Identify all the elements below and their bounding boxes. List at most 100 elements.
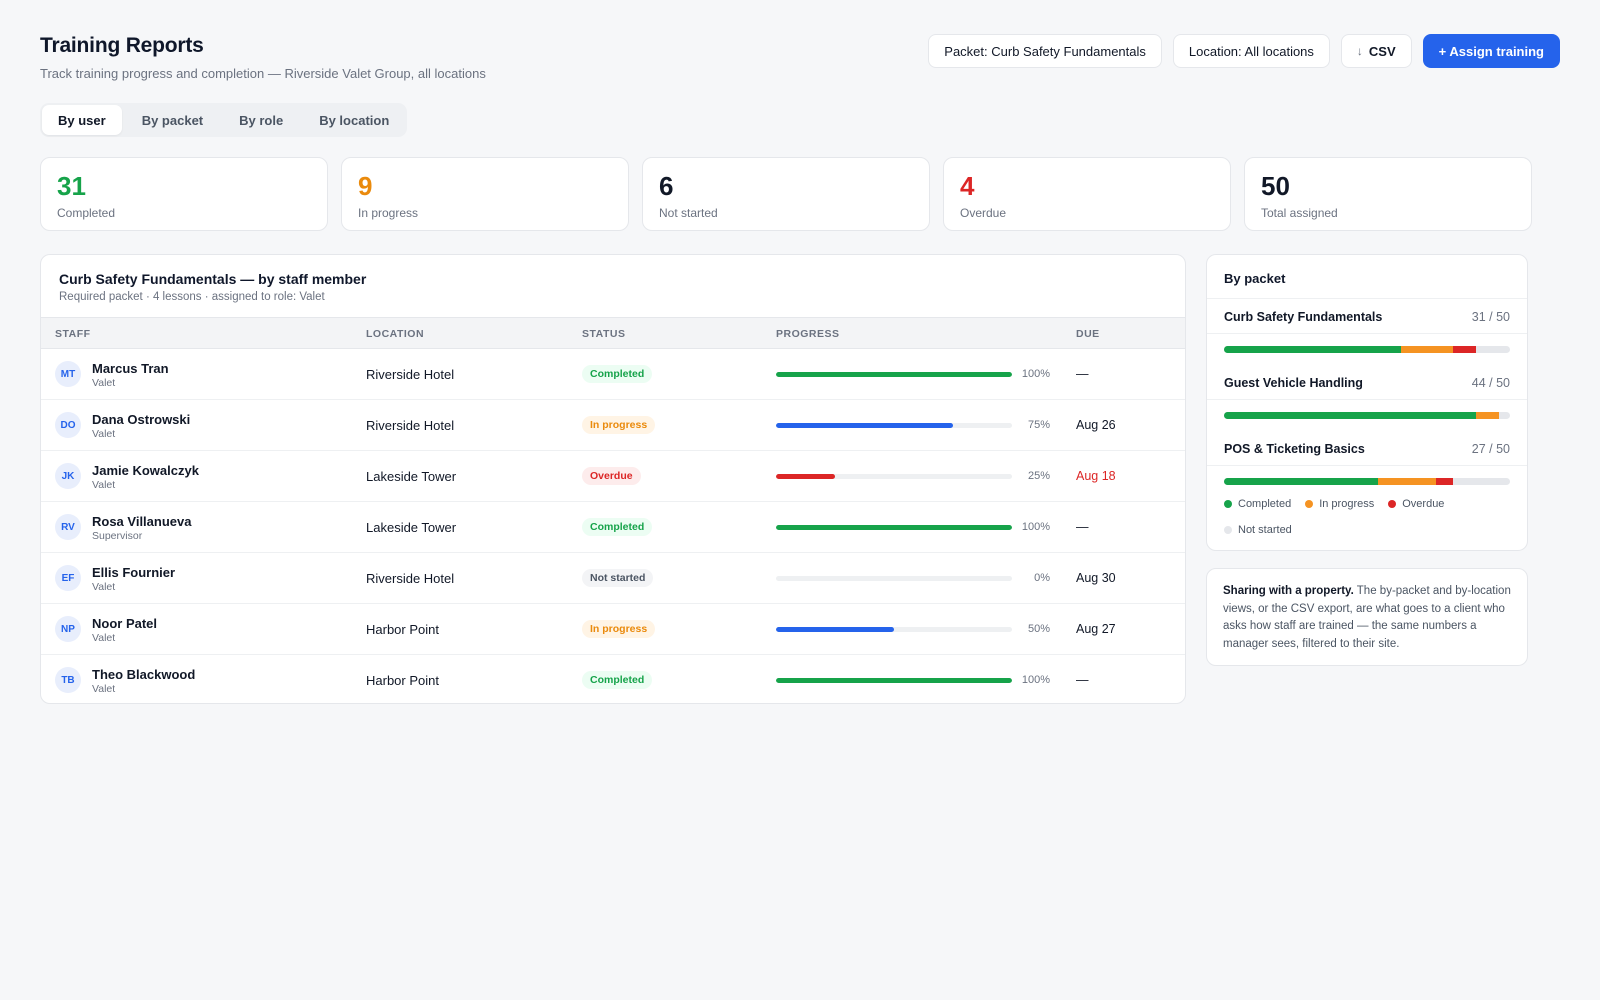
segment-in-progress xyxy=(1475,412,1499,419)
table-row[interactable]: EF Ellis Fournier Valet Riverside Hotel Not … xyxy=(41,553,1185,604)
table-row[interactable]: JK Jamie Kowalczyk Valet Lakeside Tower Over… xyxy=(41,451,1185,502)
packet-filter-label: Packet: Curb Safety Fundamentals xyxy=(944,43,1146,59)
segment-in-progress xyxy=(1401,346,1453,353)
due-date: Aug 27 xyxy=(1076,622,1116,636)
table-row[interactable]: RV Rosa Villanueva Supervisor Lakeside Towe… xyxy=(41,502,1185,553)
packet-row[interactable]: Guest Vehicle Handling 44 / 50 xyxy=(1207,365,1527,431)
column-header-location[interactable]: LOCATION xyxy=(366,328,425,340)
status-badge: Completed xyxy=(582,365,653,383)
table-subtitle: Required packet · 4 lessons · assigned t… xyxy=(59,291,325,303)
due-date: Aug 30 xyxy=(1076,571,1116,585)
tab-by-location[interactable]: By location xyxy=(319,112,390,128)
legend-dot xyxy=(1224,500,1232,508)
staff-name[interactable]: Noor Patel xyxy=(92,616,158,631)
table-row[interactable]: MT Marcus Tran Valet Riverside Hotel Complet… xyxy=(41,349,1185,400)
packet-row[interactable]: Curb Safety Fundamentals 31 / 50 xyxy=(1207,299,1527,365)
staff-name[interactable]: Jamie Kowalczyk xyxy=(92,463,199,478)
packet-filter-button[interactable]: Packet: Curb Safety Fundamentals xyxy=(928,34,1162,68)
staff-name[interactable]: Marcus Tran xyxy=(92,361,169,376)
page-header: Training Reports Track training progress… xyxy=(40,34,486,81)
column-header-status[interactable]: STATUS xyxy=(582,328,626,340)
segment-in-progress xyxy=(1378,478,1436,485)
packet-row[interactable]: POS & Ticketing Basics 27 / 50 xyxy=(1207,431,1527,497)
csv-export-button[interactable]: ↓ CSV xyxy=(1340,34,1412,68)
avatar: DO xyxy=(55,412,81,438)
staff-location: Riverside Hotel xyxy=(366,367,455,382)
table-row[interactable]: DO Dana Ostrowski Valet Riverside Hotel In p… xyxy=(41,400,1185,451)
stat-card-overdue: 4 Overdue xyxy=(943,157,1231,231)
staff-role: Valet xyxy=(92,683,116,695)
staff-location: Riverside Hotel xyxy=(366,418,455,433)
staff-location: Harbor Point xyxy=(366,622,439,637)
packet-name: Curb Safety Fundamentals xyxy=(1224,310,1383,324)
staff-role: Supervisor xyxy=(92,530,143,542)
page-title: Training Reports xyxy=(40,34,204,57)
legend-item-not-started: Not started xyxy=(1224,524,1292,536)
legend-label: Completed xyxy=(1238,498,1292,510)
tab-by-role[interactable]: By role xyxy=(239,112,284,128)
stat-label: Completed xyxy=(57,206,116,220)
status-badge: Completed xyxy=(582,518,653,536)
status-badge: Completed xyxy=(582,671,653,689)
segment-overdue xyxy=(1452,346,1476,353)
legend-label: Overdue xyxy=(1402,498,1445,510)
column-header-due[interactable]: DUE xyxy=(1076,328,1100,340)
column-header-staff[interactable]: STAFF xyxy=(55,328,91,340)
stat-label: Overdue xyxy=(960,206,1007,220)
page-subtitle: Track training progress and completion —… xyxy=(40,66,486,81)
avatar: MT xyxy=(55,361,81,387)
tab-by-user[interactable]: By user xyxy=(42,105,122,135)
segment-overdue xyxy=(1435,478,1453,485)
segment-completed xyxy=(1224,478,1379,485)
progress-bar xyxy=(776,525,1012,530)
column-header-progress[interactable]: PROGRESS xyxy=(776,328,840,340)
table-row[interactable]: NP Noor Patel Valet Harbor Point In progress… xyxy=(41,604,1185,655)
legend-label: In progress xyxy=(1319,498,1375,510)
due-date: Aug 26 xyxy=(1076,418,1116,432)
progress-bar-fill xyxy=(776,678,1012,683)
progress-bar-fill xyxy=(776,423,953,428)
legend-item-overdue: Overdue xyxy=(1388,498,1444,510)
avatar: RV xyxy=(55,514,81,540)
packet-divider xyxy=(1207,333,1527,334)
staff-name[interactable]: Ellis Fournier xyxy=(92,565,176,580)
staff-table-card: Curb Safety Fundamentals — by staff memb… xyxy=(40,254,1186,704)
staff-name[interactable]: Dana Ostrowski xyxy=(92,412,191,427)
sharing-note-lead: Sharing with a property. xyxy=(1223,585,1354,597)
progress-bar xyxy=(776,627,1012,632)
tab-by-packet[interactable]: By packet xyxy=(141,112,204,128)
staff-role: Valet xyxy=(92,377,116,389)
table-body: MT Marcus Tran Valet Riverside Hotel Complet… xyxy=(41,349,1185,703)
progress-percent: 75% xyxy=(1027,419,1050,431)
packet-progress-bar xyxy=(1224,412,1510,419)
packet-count: 44 / 50 xyxy=(1471,376,1510,390)
staff-role: Valet xyxy=(92,632,116,644)
due-date: — xyxy=(1076,673,1089,687)
avatar: TB xyxy=(55,667,81,693)
sharing-note: Sharing with a property. The by-packet a… xyxy=(1206,568,1528,666)
by-packet-card: By packet Curb Safety Fundamentals 31 / 5… xyxy=(1206,254,1528,551)
packet-name: Guest Vehicle Handling xyxy=(1224,376,1363,390)
assign-training-button[interactable]: + Assign training xyxy=(1422,34,1560,68)
location-filter-label: Location: All locations xyxy=(1188,43,1314,59)
segment-completed xyxy=(1224,412,1476,419)
stat-value: 50 xyxy=(1261,171,1290,201)
staff-name[interactable]: Rosa Villanueva xyxy=(92,514,192,529)
location-filter-button[interactable]: Location: All locations xyxy=(1172,34,1330,68)
progress-percent: 100% xyxy=(1021,674,1050,686)
stat-value: 9 xyxy=(358,171,373,201)
progress-bar xyxy=(776,678,1012,683)
csv-export-label: CSV xyxy=(1368,43,1396,59)
due-date: — xyxy=(1076,520,1089,534)
packet-count: 27 / 50 xyxy=(1471,442,1510,456)
download-icon: ↓ xyxy=(1356,44,1363,58)
avatar: NP xyxy=(55,616,81,642)
progress-bar-fill xyxy=(776,474,835,479)
progress-bar xyxy=(776,372,1012,377)
packet-progress-bar xyxy=(1224,478,1510,485)
table-row[interactable]: TB Theo Blackwood Valet Harbor Point Complet… xyxy=(41,655,1185,703)
table-header: Curb Safety Fundamentals — by staff memb… xyxy=(41,255,1185,317)
summary-stats: 31 Completed 9 In progress 6 Not started… xyxy=(40,157,1532,231)
staff-name[interactable]: Theo Blackwood xyxy=(92,667,196,682)
packet-count: 31 / 50 xyxy=(1471,310,1510,324)
